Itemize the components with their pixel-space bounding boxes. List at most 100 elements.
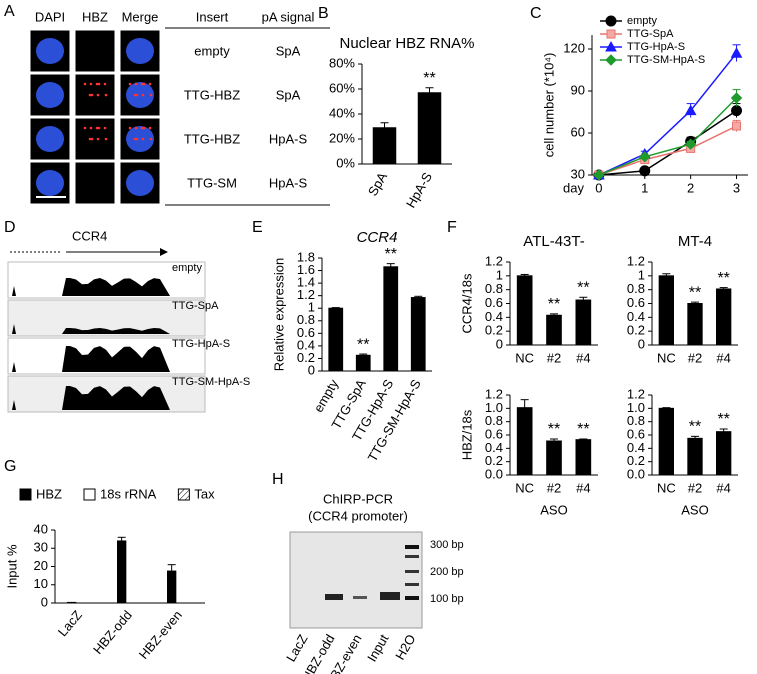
rna-dot — [149, 137, 153, 141]
nucleus — [36, 82, 64, 108]
microscopy-grid — [29, 29, 161, 205]
rna-dot — [89, 82, 93, 86]
y-tick-label: 1.2 — [627, 253, 645, 268]
y-tick-label: 0 — [41, 594, 48, 609]
marker-label: 200 bp — [430, 566, 464, 578]
significance: ** — [548, 421, 560, 438]
series-line — [598, 52, 738, 176]
row-insert: TTG-HBZ — [184, 87, 240, 102]
legend-label: HBZ — [36, 486, 62, 501]
x-tick-label: #2 — [688, 350, 702, 365]
panel-letter: F — [447, 219, 457, 236]
rna-dot — [104, 93, 108, 97]
x-tick-label: 3 — [733, 180, 740, 195]
ladder-band — [405, 596, 419, 600]
significance: ** — [717, 411, 729, 428]
y-tick-label: 0% — [336, 155, 355, 170]
column-header: DAPI — [35, 9, 65, 24]
bar — [575, 439, 592, 476]
point — [684, 138, 697, 150]
row-insert: TTG-SM — [187, 175, 237, 190]
rna-dot — [83, 126, 87, 130]
rna-dot — [96, 93, 100, 97]
row-signal: SpA — [276, 87, 301, 102]
panel-letter: C — [530, 5, 542, 22]
y-tick-label: 0.6 — [627, 295, 645, 310]
rna-dot — [97, 126, 101, 130]
rna-dot — [142, 82, 146, 86]
y-tick-label: 0.4 — [627, 309, 645, 324]
bar — [658, 407, 675, 476]
x-tick-label: #2 — [547, 350, 561, 365]
x-tick-label: NC — [515, 480, 534, 495]
y-tick-label: 1 — [496, 267, 503, 282]
bar — [687, 437, 703, 476]
rna-dot — [88, 93, 92, 97]
ladder-band — [405, 570, 419, 573]
bar — [716, 431, 732, 476]
track-label: TTG-HpA-S — [172, 338, 230, 350]
point — [731, 105, 743, 117]
point — [730, 92, 743, 104]
rna-dot — [140, 126, 144, 130]
bar — [167, 570, 177, 604]
gene-label: CCR4 — [72, 228, 107, 243]
y-tick-label: 0.8 — [485, 281, 503, 296]
legend-swatch — [177, 488, 190, 501]
y-tick-label: 20 — [34, 558, 48, 573]
column-header: HBZ — [82, 9, 108, 24]
point — [593, 169, 605, 181]
significance: ** — [689, 284, 701, 301]
legend-swatch — [83, 488, 96, 501]
legend-swatch — [19, 488, 32, 501]
ladder-band — [405, 545, 419, 549]
y-tick-label: 30 — [34, 540, 48, 555]
legend-label: TTG-HpA-S — [627, 41, 685, 53]
bar — [383, 266, 399, 372]
panel-letter: A — [4, 3, 15, 20]
y-tick-label: 0.0 — [485, 466, 503, 481]
y-tick-label: 0.0 — [627, 466, 645, 481]
y-tick-label: 0 — [638, 336, 645, 351]
rna-dot — [140, 82, 144, 86]
y-tick-label: 0.8 — [627, 413, 645, 428]
legend-marker — [606, 29, 616, 39]
x-tick-label: #4 — [576, 480, 590, 495]
bar — [516, 275, 533, 346]
gel-band — [353, 596, 367, 599]
x-tick-label: #4 — [716, 480, 730, 495]
rna-dot — [95, 126, 99, 130]
rna-dot — [135, 137, 139, 141]
bar — [410, 297, 426, 372]
x-tick-label: HBZ-even — [136, 607, 185, 661]
bar — [546, 314, 562, 346]
y-tick-label: 1.8 — [297, 249, 315, 264]
y-tick-label: 0.2 — [485, 323, 503, 338]
point — [730, 47, 743, 58]
chart-title: MT-4 — [678, 233, 712, 250]
legend-label: empty — [627, 15, 657, 27]
panel-letter: H — [272, 471, 284, 488]
rna-dot — [133, 137, 137, 141]
bar — [355, 354, 371, 372]
rna-dot — [96, 137, 100, 141]
y-tick-label: 0.4 — [485, 309, 503, 324]
chart-title: CCR4 — [357, 229, 398, 246]
y-tick-label: 0.6 — [297, 325, 315, 340]
significance: ** — [577, 279, 589, 296]
legend-marker — [605, 15, 617, 27]
y-tick-label: 1 — [308, 300, 315, 315]
series-line — [598, 97, 738, 176]
legend-label: 18s rRNA — [100, 486, 157, 501]
point — [732, 121, 742, 131]
rna-dot — [135, 93, 139, 97]
y-tick-label: 0.2 — [627, 323, 645, 338]
x-tick-label: #4 — [716, 350, 730, 365]
coverage — [8, 386, 205, 410]
track-label: empty — [172, 262, 202, 274]
x-tick-label: #2 — [688, 480, 702, 495]
row-signal: HpA-S — [269, 131, 308, 146]
x-tick-label: HBZ-odd — [90, 607, 135, 657]
rna-dot — [128, 126, 132, 130]
